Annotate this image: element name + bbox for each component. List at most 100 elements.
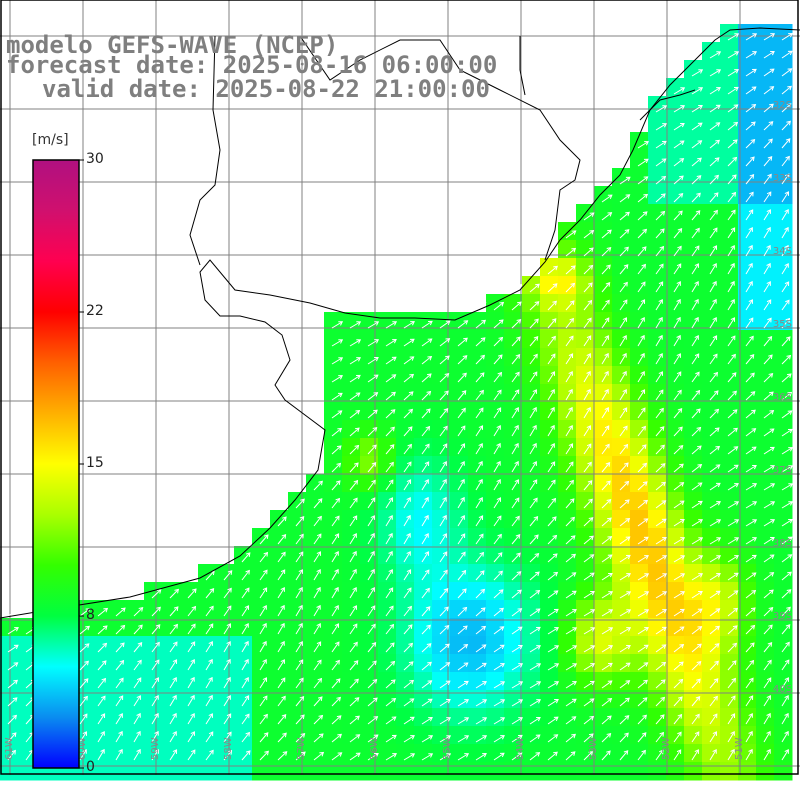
wind-arrow: [457, 355, 468, 365]
wind-arrow: [745, 391, 756, 401]
wind-arrowhead: [678, 445, 684, 450]
wind-arrowhead: [698, 555, 704, 560]
wind-arrowhead: [661, 500, 667, 505]
wind-arrowhead: [786, 120, 791, 126]
wind-arrowhead: [136, 677, 142, 683]
wind-cell: [702, 636, 721, 655]
wind-arrow: [673, 193, 683, 203]
wind-arrowhead: [172, 730, 177, 736]
wind-cell: [774, 654, 793, 673]
wind-cell: [378, 762, 397, 781]
wind-arrow: [259, 750, 269, 761]
wind-arrow: [763, 354, 773, 365]
wind-arrowhead: [389, 444, 395, 449]
wind-arrow: [223, 713, 232, 725]
wind-cell: [360, 672, 379, 691]
wind-arrowhead: [625, 211, 630, 217]
wind-cell: [288, 528, 307, 547]
wind-arrowhead: [624, 732, 629, 738]
wind-arrowhead: [517, 301, 522, 307]
wind-arrowhead: [679, 626, 685, 631]
wind-arrowhead: [443, 569, 448, 575]
wind-cell: [558, 366, 577, 385]
wind-cell: [414, 672, 433, 691]
wind-arrowhead: [354, 444, 360, 450]
wind-arrowhead: [446, 735, 452, 740]
wind-arrowhead: [442, 478, 447, 484]
wind-arrow: [403, 606, 412, 617]
wind-arrowhead: [570, 535, 576, 540]
wind-arrow: [169, 659, 177, 671]
wind-cell: [522, 366, 541, 385]
wind-arrowhead: [749, 335, 754, 341]
wind-arrow: [277, 641, 285, 653]
wind-arrow: [457, 461, 465, 473]
wind-cell: [0, 726, 19, 745]
wind-arrowhead: [500, 735, 505, 740]
wind-cell: [432, 582, 451, 601]
wind-arrowhead: [227, 731, 232, 737]
wind-arrow: [583, 554, 594, 563]
wind-arrowhead: [659, 749, 664, 755]
wind-arrow: [529, 283, 540, 293]
wind-cell: [0, 654, 19, 673]
wind-cell: [774, 222, 793, 241]
wind-arrow: [673, 158, 684, 167]
wind-arrowhead: [408, 408, 414, 414]
wind-arrow: [7, 732, 17, 743]
wind-arrow: [511, 717, 523, 725]
wind-cell: [306, 672, 325, 691]
wind-arrow: [745, 713, 753, 725]
wind-cell: [504, 492, 523, 511]
wind-arrow: [763, 660, 772, 671]
wind-arrow: [601, 645, 613, 653]
wind-arrowhead: [316, 623, 321, 628]
wind-arrow: [511, 389, 520, 401]
wind-arrowhead: [406, 514, 411, 520]
wind-cell: [630, 474, 649, 493]
wind-arrow: [403, 497, 411, 509]
wind-arrowhead: [407, 461, 412, 467]
wind-arrowhead: [388, 550, 393, 556]
wind-cell: [774, 96, 793, 115]
wind-arrowhead: [370, 550, 375, 556]
wind-cell: [288, 672, 307, 691]
wind-arrowhead: [695, 371, 700, 377]
wind-arrow: [583, 371, 591, 383]
wind-cell: [540, 420, 559, 439]
wind-cell: [540, 618, 559, 637]
wind-cell: [666, 492, 685, 511]
wind-cell: [774, 564, 793, 583]
wind-arrow: [313, 533, 322, 545]
wind-arrowhead: [788, 501, 794, 506]
wind-arrow: [439, 699, 451, 707]
wind-cell: [594, 546, 613, 565]
wind-cell: [504, 384, 523, 403]
wind-cell: [576, 222, 595, 241]
wind-cell: [666, 366, 685, 385]
wind-cell: [576, 240, 595, 259]
wind-arrowhead: [496, 442, 501, 448]
wind-arrow: [745, 625, 755, 635]
wind-arrowhead: [750, 138, 756, 144]
wind-arrowhead: [137, 659, 142, 665]
wind-arrow: [763, 731, 771, 743]
wind-arrow: [331, 463, 341, 473]
wind-arrow: [205, 713, 213, 725]
wind-cell: [486, 384, 505, 403]
wind-arrowhead: [443, 425, 448, 431]
wind-cell: [702, 366, 721, 385]
longitude-label: 57W: [296, 737, 307, 760]
wind-arrow: [205, 731, 214, 743]
wind-arrowhead: [678, 696, 683, 702]
wind-arrow: [403, 374, 414, 383]
wind-arrowhead: [770, 536, 775, 542]
wind-arrow: [97, 731, 105, 743]
wind-arrowhead: [623, 750, 629, 755]
wind-cell: [252, 708, 271, 727]
wind-arrowhead: [406, 496, 411, 502]
wind-arrow: [457, 607, 467, 617]
wind-arrow: [529, 627, 541, 635]
wind-arrowhead: [497, 533, 502, 539]
wind-arrow: [241, 732, 250, 743]
